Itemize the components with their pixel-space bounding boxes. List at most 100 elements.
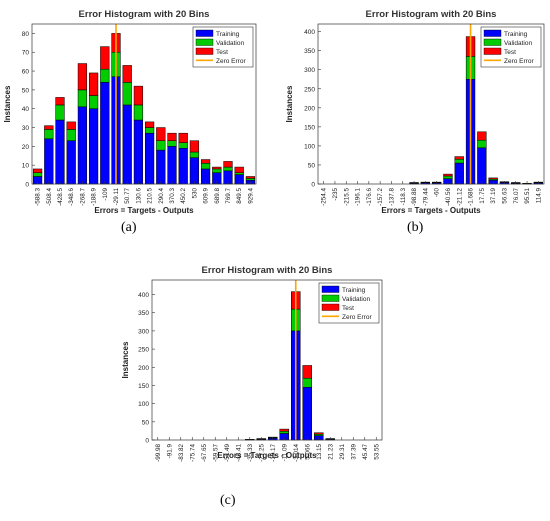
axes-frame — [31, 23, 257, 185]
legend-swatch-training — [195, 29, 214, 37]
legend-label-test: Test — [216, 49, 228, 56]
bar-validation — [443, 175, 453, 179]
legend-swatch-test — [195, 47, 214, 55]
bar-validation — [133, 104, 144, 121]
x-tick-label: 210.5 — [147, 188, 154, 204]
y-tick-label: 150 — [138, 383, 149, 390]
x-tick-label: -588.3 — [35, 188, 42, 206]
x-tick-label: 95.51 — [524, 188, 531, 204]
chart-panel-c: Error Histogram with 20 Bins 0 50 100 150 200… — [116, 264, 426, 464]
x-tick-label: 450.2 — [180, 188, 187, 204]
bar-training — [66, 140, 76, 185]
x-tick-label: 76.07 — [513, 188, 520, 204]
y-tick-label: 20 — [22, 144, 30, 151]
x-tick-label: -21.12 — [456, 188, 463, 206]
x-tick-label: -137.8 — [388, 188, 395, 206]
x-tick-label: -508.4 — [46, 188, 53, 206]
legend-label-training: Training — [342, 287, 366, 294]
chart-panel-a: Error Histogram with 20 Bins 0 10 20 30 40 50 6… — [0, 8, 270, 216]
bar-test — [100, 46, 110, 70]
x-tick-label: -188.9 — [91, 188, 98, 206]
bar-training — [133, 119, 144, 185]
bar-validation — [167, 140, 177, 147]
y-tick-label: 50 — [142, 419, 150, 426]
bar-training — [55, 119, 65, 185]
bar-test — [234, 166, 244, 173]
x-tick-label: 530 — [191, 188, 198, 199]
bar-validation — [122, 82, 132, 106]
chart-title: Error Histogram with 20 Bins — [366, 9, 497, 20]
x-tick-label: -1.686 — [468, 188, 475, 206]
x-axis-label: Errors = Targets - Outputs — [381, 206, 481, 215]
y-tick-label: 150 — [304, 124, 315, 131]
y-tick-label: 0 — [145, 438, 149, 445]
x-tick-label: 45.47 — [362, 444, 369, 460]
y-tick-label: 300 — [138, 328, 149, 335]
x-tick-label: 13.15 — [316, 444, 323, 460]
y-tick-label: 30 — [22, 125, 30, 132]
x-tick-label: 56.63 — [501, 188, 508, 204]
bar-training — [44, 138, 54, 185]
bar-validation — [44, 129, 54, 140]
y-tick-label: 100 — [304, 143, 315, 150]
bar-validation — [144, 127, 155, 134]
bar-training — [167, 146, 177, 185]
bar-test — [314, 432, 324, 435]
legend-label-validation: Validation — [342, 296, 370, 303]
legend-swatch-test — [321, 303, 340, 311]
y-axis-label: Instances — [121, 341, 130, 378]
axes-frame — [151, 279, 383, 441]
legend-label-zero-error: Zero Error — [342, 314, 372, 321]
x-tick-label: 609.9 — [203, 188, 210, 204]
x-tick-label: 689.8 — [214, 188, 221, 204]
x-tick-label: 29.31 — [339, 444, 346, 460]
bar-validation — [77, 89, 88, 108]
legend-label-zero-error: Zero Error — [504, 58, 534, 65]
chart-svg: Error Histogram with 20 Bins 0 50 100 150 200… — [121, 265, 383, 462]
axes-frame — [317, 23, 545, 185]
bar-test — [133, 85, 144, 106]
x-tick-label: -51.49 — [224, 444, 231, 462]
x-tick-label: 114.9 — [535, 188, 542, 204]
bar-training — [178, 147, 188, 185]
legend-swatch-training — [483, 29, 502, 37]
x-tick-label: -75.74 — [189, 444, 196, 462]
x-tick-label: -11.09 — [281, 444, 288, 462]
bar-validation — [156, 140, 166, 151]
x-tick-label: 370.3 — [169, 188, 176, 204]
caption-c: (c) — [220, 493, 236, 508]
legend-label-training: Training — [504, 31, 528, 38]
bar-test — [32, 168, 43, 173]
y-tick-label: 10 — [22, 163, 30, 170]
x-tick-label: -67.65 — [201, 444, 208, 462]
legend-label-zero-error: Zero Error — [216, 58, 246, 65]
legend-swatch-test — [483, 47, 502, 55]
bar-test — [167, 132, 177, 141]
x-tick-label: -235 — [332, 188, 339, 201]
y-tick-label: 80 — [22, 31, 30, 38]
x-tick-label: -19.17 — [270, 444, 277, 462]
x-tick-label: -98.88 — [411, 188, 418, 206]
y-tick-label: 70 — [22, 50, 30, 57]
bar-validation — [302, 377, 312, 388]
bar-test — [44, 125, 54, 130]
x-tick-label: -268.7 — [79, 188, 86, 206]
x-tick-label: 929.4 — [247, 188, 254, 204]
bar-test — [212, 166, 222, 170]
chart-title: Error Histogram with 20 Bins — [79, 9, 210, 20]
y-tick-label: 200 — [138, 365, 149, 372]
x-tick-label: -79.44 — [422, 188, 429, 206]
x-tick-label: 53.55 — [373, 444, 380, 460]
bar-test — [77, 63, 88, 91]
x-tick-label: -3.014 — [293, 444, 300, 462]
bar-validation — [178, 142, 188, 149]
x-tick-label: 5.066 — [304, 444, 311, 460]
bar-validation — [477, 139, 487, 149]
x-tick-label: -348.6 — [68, 188, 75, 206]
x-tick-label: 130.6 — [135, 188, 142, 204]
x-tick-label: 849.5 — [236, 188, 243, 204]
bar-test — [279, 428, 289, 432]
y-tick-label: 350 — [304, 48, 315, 55]
y-tick-label: 350 — [138, 310, 149, 317]
